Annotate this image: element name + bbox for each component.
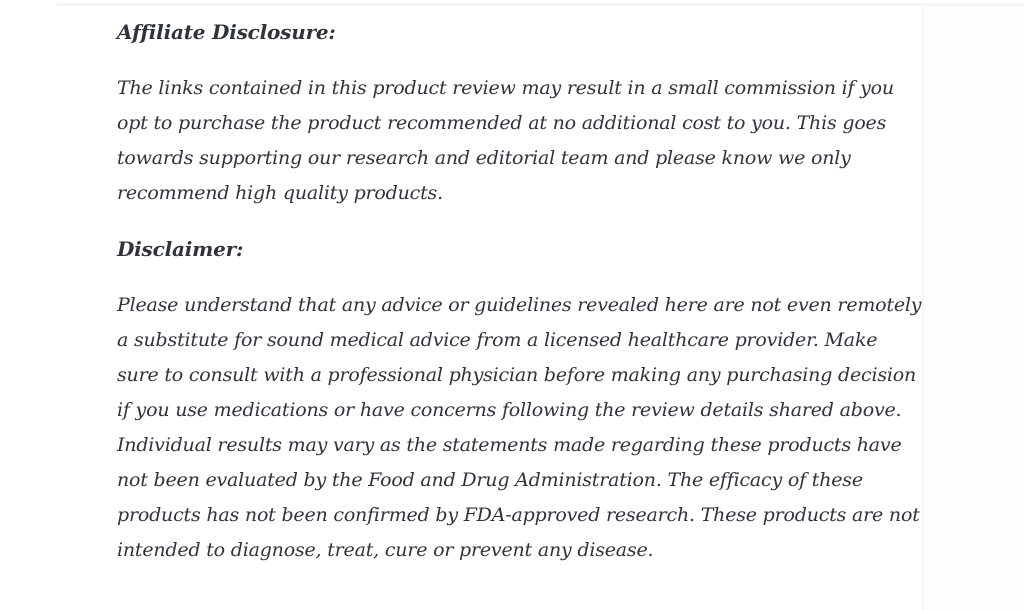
affiliate-disclosure-paragraph: The links contained in this product revi… (117, 77, 894, 204)
affiliate-disclosure-heading: Affiliate Disclosure: (117, 20, 336, 44)
right-column-background (924, 6, 1024, 610)
disclaimer-heading: Disclaimer: (117, 237, 244, 261)
disclaimer-paragraph: Please understand that any advice or gui… (117, 294, 922, 561)
content-right-divider (922, 5, 924, 610)
top-divider (57, 3, 1024, 6)
article-content: Affiliate Disclosure: The links containe… (117, 15, 923, 589)
